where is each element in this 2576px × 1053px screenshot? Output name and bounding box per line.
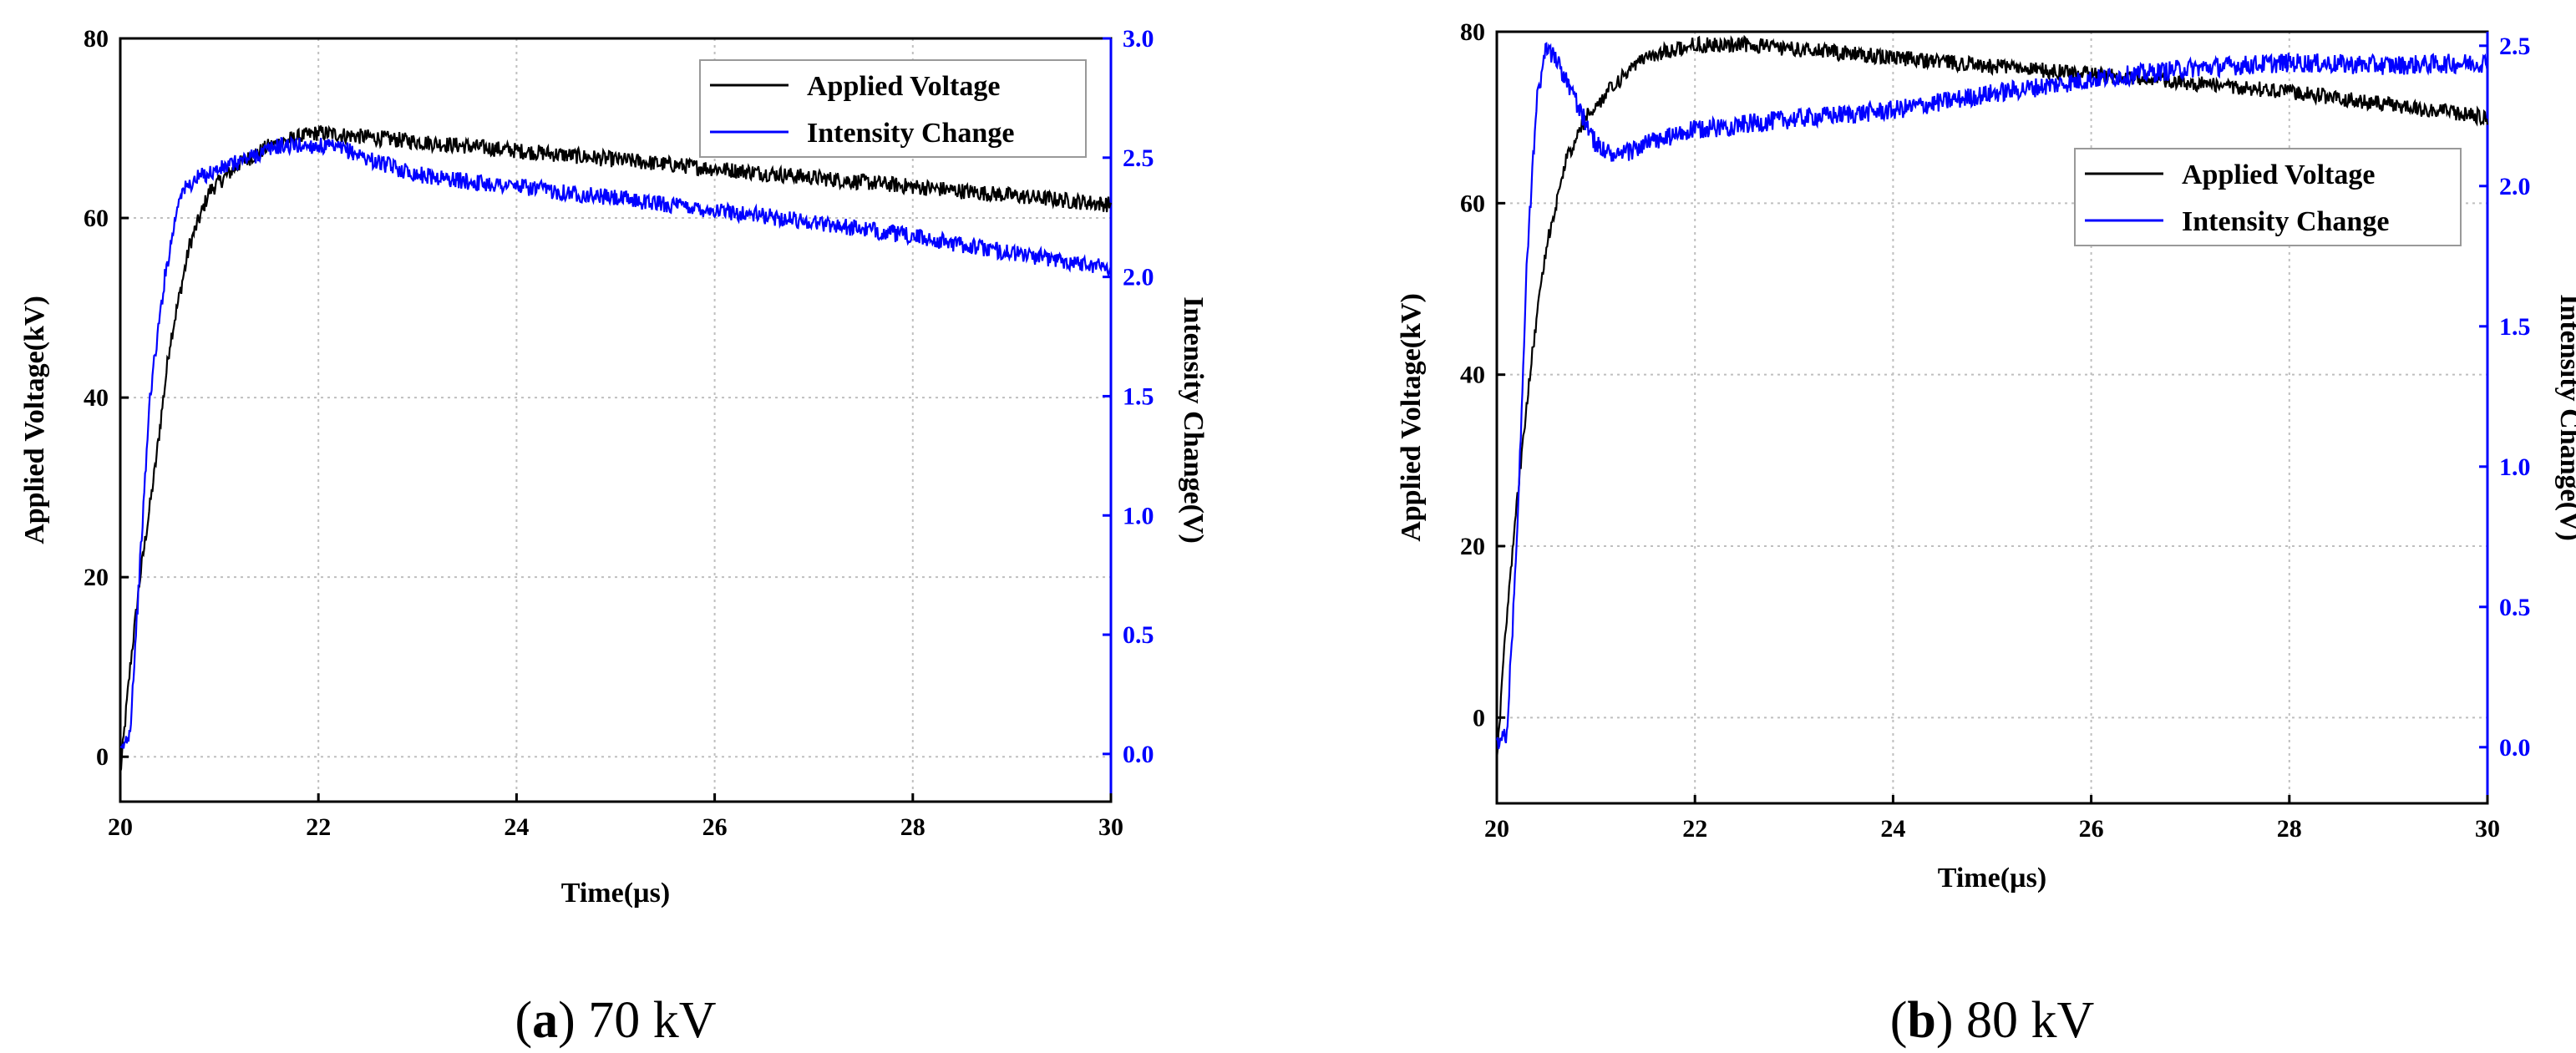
- chart-b: 20 22 24 26 28 30 0 20 40 60 80 0.0 0.5 1.0 1.5 2.0 2.…: [1396, 18, 2576, 1049]
- chart-b-x-tick-label: 26: [2079, 815, 2104, 843]
- chart-a-y-ticks: 0 20 40 60 80: [84, 25, 129, 771]
- chart-b-x-ticks: 20 22 24 26 28 30: [1484, 795, 2500, 843]
- chart-b-y-tick-label: 60: [1460, 190, 1485, 217]
- chart-a-x-tick-label: 22: [306, 813, 331, 841]
- chart-a-y-tick-label: 20: [84, 564, 109, 591]
- chart-a-series: [119, 124, 1113, 772]
- chart-b-series: [1495, 34, 2489, 760]
- chart-a-legend-box: [699, 59, 1087, 158]
- chart-b-legend-label-voltage: Applied Voltage: [2182, 159, 2375, 190]
- chart-a-x-ticks: 20 22 24 26 28 30: [108, 793, 1123, 841]
- chart-a-y2-tick-label: 2.5: [1123, 144, 1154, 172]
- chart-a-series-applied-voltage-line: [119, 124, 1113, 772]
- chart-a-caption-letter: a: [532, 992, 558, 1049]
- chart-b-y-tick-label: 0: [1473, 704, 1485, 732]
- chart-a-y2-tick-label: 0.0: [1123, 741, 1154, 768]
- chart-b-series-intensity-change-line: [1495, 42, 2489, 750]
- chart-b-y2-tick-label: 0.5: [2499, 594, 2531, 621]
- chart-a-y-tick-label: 80: [84, 25, 109, 53]
- chart-b-x-tick-label: 22: [1682, 815, 1707, 843]
- chart-a-y-tick-label: 0: [96, 743, 109, 771]
- chart-a-y2-tick-label: 2.0: [1123, 264, 1154, 291]
- chart-b-y2-ticks: 0.0 0.5 1.0 1.5 2.0 2.5: [2479, 33, 2531, 762]
- chart-b-x-tick-label: 28: [2277, 815, 2302, 843]
- chart-b-caption: (b) 80 kV: [1890, 992, 2095, 1049]
- chart-b-y2-axis-label: Intensity Change(V): [2554, 294, 2576, 541]
- chart-a-y2-tick-label: 1.0: [1123, 502, 1154, 529]
- chart-a-caption-text: 70 kV: [588, 992, 717, 1049]
- chart-b-plot-frame: [1495, 30, 2489, 805]
- chart-a-x-tick-label: 24: [504, 813, 529, 841]
- chart-b-legend-label-intensity: Intensity Change: [2182, 206, 2389, 237]
- chart-a-x-tick-label: 28: [900, 813, 925, 841]
- chart-a-y2-axis-label: Intensity Change(V): [1178, 296, 1209, 544]
- chart-a-x-axis-label: Time(µs): [561, 878, 670, 909]
- chart-a-y-tick-label: 40: [84, 384, 109, 412]
- chart-a-y2-tick-label: 0.5: [1123, 621, 1154, 649]
- chart-a-caption: (a) 70 kV: [515, 992, 716, 1049]
- chart-b-x-axis-label: Time(µs): [1938, 863, 2046, 894]
- chart-b-x-tick-label: 24: [1880, 815, 1905, 843]
- chart-b-y-tick-label: 40: [1460, 362, 1485, 389]
- chart-a-series-intensity-change-line: [119, 135, 1113, 749]
- chart-a-y-tick-label: 60: [84, 205, 109, 232]
- chart-b-y2-tick-label: 0.0: [2499, 734, 2531, 762]
- chart-b-x-tick-label: 30: [2475, 815, 2500, 843]
- chart-b-y2-tick-label: 1.5: [2499, 313, 2531, 341]
- chart-b-caption-text: 80 kV: [1966, 992, 2095, 1049]
- chart-a-legend-label-voltage: Applied Voltage: [807, 71, 1000, 102]
- chart-b-y2-tick-label: 2.0: [2499, 173, 2531, 200]
- chart-a-y2-tick-label: 3.0: [1123, 25, 1154, 53]
- chart-b-legend: Applied Voltage Intensity Change: [2074, 148, 2462, 246]
- chart-b-y-ticks: 0 20 40 60 80: [1460, 18, 1505, 732]
- chart-b-caption-letter: b: [1907, 992, 1935, 1049]
- chart-b-y2-tick-label: 2.5: [2499, 33, 2531, 60]
- chart-b-y-axis-label: Applied Voltage(kV): [1396, 293, 1427, 542]
- chart-b-series-applied-voltage-line: [1495, 34, 2489, 760]
- chart-b-x-tick-label: 20: [1484, 815, 1509, 843]
- chart-a-x-tick-label: 26: [702, 813, 728, 841]
- chart-a-legend-label-intensity: Intensity Change: [807, 118, 1014, 149]
- chart-a-x-tick-label: 30: [1098, 813, 1123, 841]
- chart-b-y-tick-label: 80: [1460, 18, 1485, 46]
- chart-b-y2-tick-label: 1.0: [2499, 453, 2531, 481]
- chart-a-y2-tick-label: 1.5: [1123, 382, 1154, 410]
- chart-a-y-axis-label: Applied Voltage(kV): [19, 296, 50, 544]
- chart-a-legend: Applied Voltage Intensity Change: [699, 59, 1087, 158]
- chart-b-y-tick-label: 20: [1460, 533, 1485, 560]
- chart-a: 20 22 24 26 28 30 0 20 40 60 80 0.0 0.5 1.0 1.5 2.0 2.…: [19, 25, 1209, 1049]
- chart-b-grid: [1497, 31, 2487, 803]
- chart-a-y2-ticks: 0.0 0.5 1.0 1.5 2.0 2.5 3.0: [1103, 25, 1154, 768]
- chart-b-legend-box: [2074, 148, 2462, 246]
- chart-a-x-tick-label: 20: [108, 813, 133, 841]
